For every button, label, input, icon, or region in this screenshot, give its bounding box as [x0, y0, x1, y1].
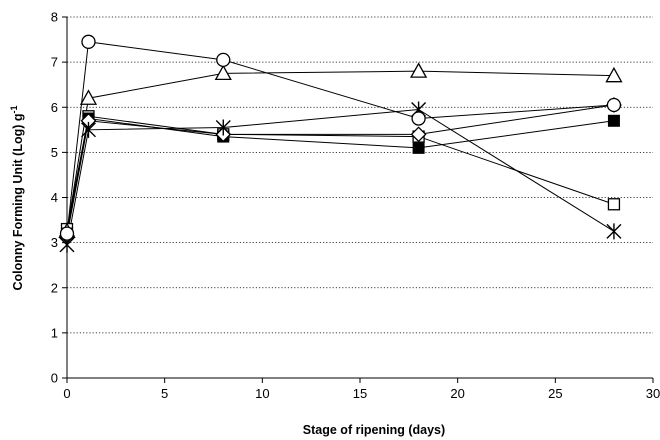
- x-tick-label: 5: [161, 386, 168, 401]
- y-tick-label: 2: [51, 280, 58, 295]
- series-group: [66, 41, 615, 245]
- y-tick-label: 8: [51, 10, 58, 25]
- y-tick-label: 4: [51, 190, 58, 205]
- data-point-open-triangle: [214, 64, 232, 81]
- gridlines: [67, 16, 653, 334]
- x-tick-label: 0: [63, 386, 70, 401]
- data-point-open-circle: [216, 52, 231, 68]
- y-axis-title: Colonny Forming Unit (Log) g-1: [9, 105, 25, 290]
- x-tick-label: 25: [548, 386, 562, 401]
- data-point-asterisk: [606, 223, 622, 240]
- x-axis-title: Stage of ripening (days): [303, 423, 445, 437]
- data-point-open-circle: [59, 226, 75, 241]
- data-point-open-triangle: [605, 66, 623, 83]
- series-line-open-square: [66, 115, 615, 230]
- x-tick-label: 10: [255, 386, 269, 401]
- y-tick-label: 1: [51, 325, 58, 340]
- x-tick-label: 20: [450, 386, 464, 401]
- y-tick-label: 7: [51, 55, 58, 70]
- series-line-asterisk: [66, 108, 615, 245]
- y-tick-label: 3: [51, 235, 58, 250]
- data-point-filled-square: [607, 114, 620, 127]
- data-point-open-circle: [81, 34, 96, 49]
- y-axis-title-superscript: -1: [9, 105, 19, 113]
- data-point-open-triangle: [409, 62, 428, 78]
- data-point-open-circle: [411, 111, 426, 126]
- data-point-filled-square: [412, 141, 425, 154]
- axes: 0 1 2 3 4 5 6 7 8 0 5 10 15 20 25 30: [51, 10, 660, 402]
- markers-group: [58, 34, 623, 253]
- data-point-asterisk: [80, 121, 96, 138]
- data-point-open-square: [607, 198, 621, 211]
- data-point-asterisk: [215, 119, 231, 136]
- series-line-open-circle: [66, 41, 614, 234]
- data-point-open-circle: [606, 97, 622, 113]
- y-tick-label: 5: [51, 145, 58, 160]
- x-tick-label: 30: [646, 386, 660, 401]
- y-tick-label: 0: [51, 371, 58, 386]
- y-axis-title-main: Colonny Forming Unit (Log) g: [11, 113, 25, 290]
- x-tick-label: 15: [353, 386, 367, 401]
- data-point-open-diamond: [410, 126, 427, 143]
- data-point-open-triangle: [79, 89, 98, 105]
- y-tick-label: 6: [51, 100, 58, 115]
